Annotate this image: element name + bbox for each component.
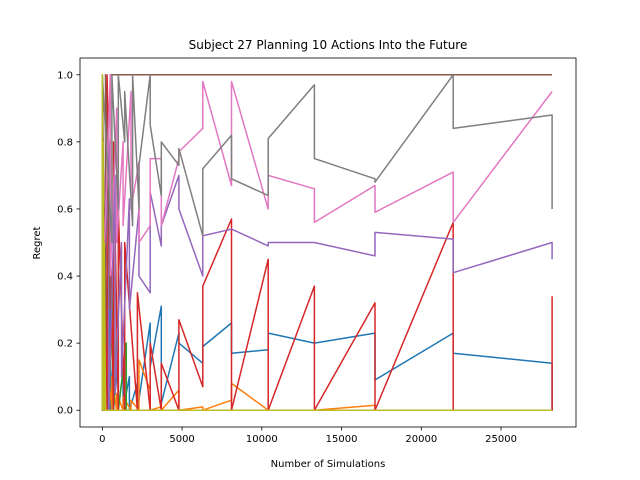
- y-tick-label: 0.6: [57, 204, 73, 215]
- y-axis-label: Regret: [32, 226, 43, 259]
- x-tick-label: 5000: [169, 434, 194, 445]
- plot-frame: [79, 57, 577, 428]
- x-tick-label: 25000: [485, 434, 517, 445]
- y-tick-label: 1.0: [57, 70, 73, 81]
- series-line-5: [101, 74, 553, 411]
- y-tick-label: 0.2: [57, 339, 73, 350]
- series-line-8: [101, 74, 553, 411]
- x-tick-label: 0: [99, 434, 105, 445]
- axes: 0 5000 10000 15000 20000 25000 0.0 0.2 0.4 0.6 0.8…: [57, 57, 577, 445]
- y-tick-label: 0.8: [57, 137, 73, 148]
- y-tick-label: 0.0: [57, 406, 73, 417]
- x-axis-label: Number of Simulations: [271, 459, 386, 470]
- plot-lines: [101, 74, 553, 411]
- chart-title: Subject 27 Planning 10 Actions Into the …: [189, 38, 468, 52]
- x-tick-label: 10000: [246, 434, 278, 445]
- y-tick-label: 0.4: [57, 272, 73, 283]
- series-line-9: [101, 74, 553, 411]
- series-line-7: [101, 74, 553, 311]
- x-tick-label: 20000: [405, 434, 437, 445]
- x-tick-label: 15000: [326, 434, 358, 445]
